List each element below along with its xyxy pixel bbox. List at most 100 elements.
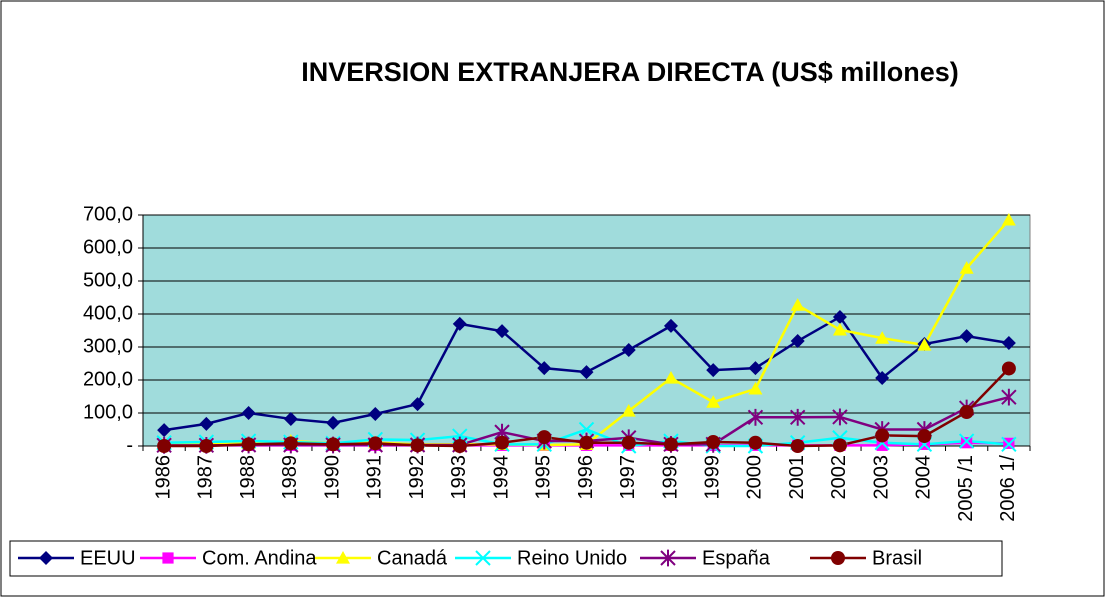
data-point (1001, 212, 1016, 226)
x-tick-label: 2005 /1 (955, 455, 977, 522)
x-tick-label: 1995 (533, 455, 555, 500)
legend-marker (162, 552, 174, 564)
legend-label: España (702, 547, 771, 569)
y-tick-label: 500,0 (83, 269, 133, 291)
x-tick-label: 1991 (364, 455, 386, 500)
legend-label: Com. Andina (202, 547, 317, 569)
data-point (157, 423, 172, 438)
x-tick-label: 1988 (237, 455, 259, 500)
data-point (368, 436, 383, 451)
plot-area (142, 214, 1031, 447)
x-tick-label: 2000 (744, 455, 766, 500)
x-tick-label: 1986 (152, 455, 174, 500)
x-tick-label: 2006 1/ (997, 455, 1019, 522)
y-tick-label: 700,0 (83, 203, 133, 225)
data-point (326, 437, 341, 452)
data-point (410, 397, 425, 412)
data-point (959, 405, 974, 420)
x-tick-label: 2001 (786, 455, 808, 500)
data-point (199, 439, 214, 453)
x-tick-label: 1999 (701, 455, 723, 500)
x-tick-label: 1997 (617, 455, 639, 500)
data-point (832, 438, 847, 453)
data-point (537, 430, 552, 445)
data-point (832, 408, 848, 426)
y-tick-label: 300,0 (83, 335, 133, 357)
legend-marker (336, 551, 350, 564)
data-point (790, 298, 805, 311)
data-point (452, 439, 467, 453)
x-tick-label: 2003 (870, 455, 892, 500)
data-point (832, 309, 847, 324)
legend-marker (660, 549, 676, 567)
legend-label: EEUU (80, 547, 136, 569)
data-point (495, 324, 510, 339)
data-point (706, 395, 721, 408)
x-tick-label: 1994 (490, 455, 512, 500)
y-tick-label: 600,0 (83, 236, 133, 258)
data-point (283, 411, 298, 426)
x-tick-label: 2002 (828, 455, 850, 500)
data-point (748, 361, 763, 376)
data-point (876, 439, 888, 451)
legend-marker (831, 551, 845, 565)
data-point (961, 437, 973, 449)
data-point (832, 322, 847, 336)
y-tick-label: - (126, 434, 133, 456)
data-point (748, 435, 763, 450)
x-tick-label: 1987 (195, 455, 217, 500)
data-point (621, 342, 636, 357)
y-tick-label: 400,0 (83, 302, 133, 324)
data-point (283, 436, 298, 451)
data-point (875, 428, 890, 443)
data-point (917, 429, 932, 444)
data-point (495, 435, 510, 450)
data-point (790, 334, 805, 349)
x-tick-label: 1989 (279, 455, 301, 500)
x-tick-label: 1990 (321, 455, 343, 500)
data-point (959, 261, 974, 274)
data-point (579, 365, 594, 380)
data-point (578, 421, 595, 438)
data-point (452, 316, 467, 331)
x-tick-label: 1998 (659, 455, 681, 500)
data-point (747, 408, 764, 426)
data-point (410, 438, 425, 453)
x-tick-label: 2004 (913, 455, 935, 500)
data-point (1001, 436, 1017, 453)
data-point (706, 435, 721, 450)
data-point (663, 437, 678, 452)
legend-marker (475, 550, 491, 566)
data-point (875, 371, 890, 386)
data-point (958, 433, 975, 449)
data-point (157, 439, 172, 453)
data-point (790, 439, 805, 453)
data-point (326, 415, 341, 430)
data-point (917, 338, 932, 351)
x-tick-label: 1996 (575, 455, 597, 500)
data-point (368, 406, 383, 421)
data-point (1001, 388, 1017, 406)
legend-label: Brasil (872, 547, 922, 569)
y-tick-label: 100,0 (83, 401, 133, 423)
data-point (875, 331, 890, 344)
data-point (579, 435, 594, 450)
data-point (789, 408, 806, 426)
legend-label: Canadá (377, 547, 448, 569)
data-point (621, 404, 636, 417)
data-point (537, 361, 552, 376)
data-point (959, 329, 974, 344)
data-point (706, 363, 721, 378)
x-tick-label: 1992 (406, 455, 428, 500)
x-tick-label: 1993 (448, 455, 470, 500)
data-point (241, 406, 256, 420)
data-point (241, 437, 256, 452)
data-point (663, 371, 678, 384)
data-point (1001, 361, 1016, 376)
data-point (199, 416, 214, 431)
legend-marker (39, 551, 53, 565)
data-point (663, 318, 678, 333)
data-point (748, 381, 763, 395)
y-tick-label: 200,0 (83, 368, 133, 390)
